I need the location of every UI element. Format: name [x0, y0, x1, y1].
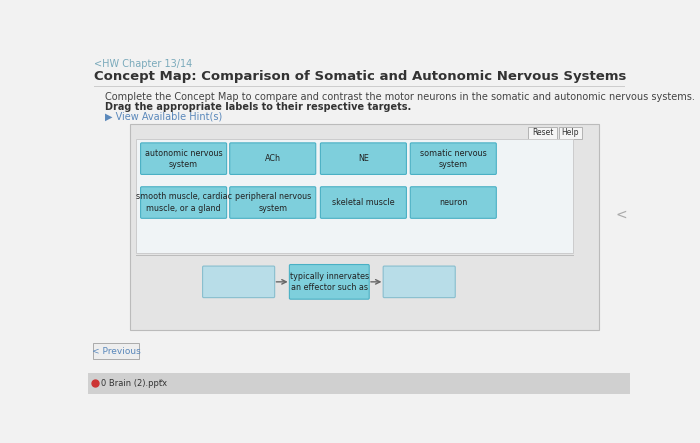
Text: 0 Brain (2).pptx: 0 Brain (2).pptx	[102, 379, 167, 388]
FancyBboxPatch shape	[136, 140, 573, 253]
Text: ▶ View Available Hint(s): ▶ View Available Hint(s)	[104, 112, 222, 122]
FancyBboxPatch shape	[321, 143, 407, 175]
Text: Drag the appropriate labels to their respective targets.: Drag the appropriate labels to their res…	[104, 102, 411, 112]
Text: neuron: neuron	[439, 198, 468, 207]
Text: < Previous: < Previous	[92, 347, 141, 356]
Text: ^: ^	[158, 379, 164, 388]
Text: peripheral nervous
system: peripheral nervous system	[234, 193, 311, 213]
Text: Reset: Reset	[532, 128, 554, 137]
Text: Complete the Concept Map to compare and contrast the motor neurons in the somati: Complete the Concept Map to compare and …	[104, 92, 694, 101]
FancyBboxPatch shape	[410, 143, 496, 175]
Text: Help: Help	[561, 128, 579, 137]
FancyBboxPatch shape	[202, 266, 274, 298]
Text: <HW Chapter 13/14: <HW Chapter 13/14	[94, 59, 192, 69]
Text: ACh: ACh	[265, 154, 281, 163]
FancyBboxPatch shape	[321, 187, 407, 218]
Text: Concept Map: Comparison of Somatic and Autonomic Nervous Systems: Concept Map: Comparison of Somatic and A…	[94, 70, 626, 83]
Text: <: <	[615, 208, 627, 222]
Text: autonomic nervous
system: autonomic nervous system	[145, 148, 223, 169]
FancyBboxPatch shape	[93, 343, 139, 359]
FancyBboxPatch shape	[230, 143, 316, 175]
FancyBboxPatch shape	[559, 127, 582, 139]
Text: somatic nervous
system: somatic nervous system	[420, 148, 486, 169]
FancyBboxPatch shape	[130, 124, 599, 330]
Text: smooth muscle, cardiac
muscle, or a gland: smooth muscle, cardiac muscle, or a glan…	[136, 193, 232, 213]
FancyBboxPatch shape	[141, 143, 227, 175]
Text: NE: NE	[358, 154, 369, 163]
FancyBboxPatch shape	[410, 187, 496, 218]
FancyBboxPatch shape	[141, 187, 227, 218]
FancyBboxPatch shape	[289, 264, 369, 299]
FancyBboxPatch shape	[230, 187, 316, 218]
FancyBboxPatch shape	[88, 373, 630, 394]
FancyBboxPatch shape	[528, 127, 557, 139]
Text: typically innervates
an effector such as: typically innervates an effector such as	[290, 272, 369, 292]
FancyBboxPatch shape	[383, 266, 455, 298]
Text: skeletal muscle: skeletal muscle	[332, 198, 395, 207]
